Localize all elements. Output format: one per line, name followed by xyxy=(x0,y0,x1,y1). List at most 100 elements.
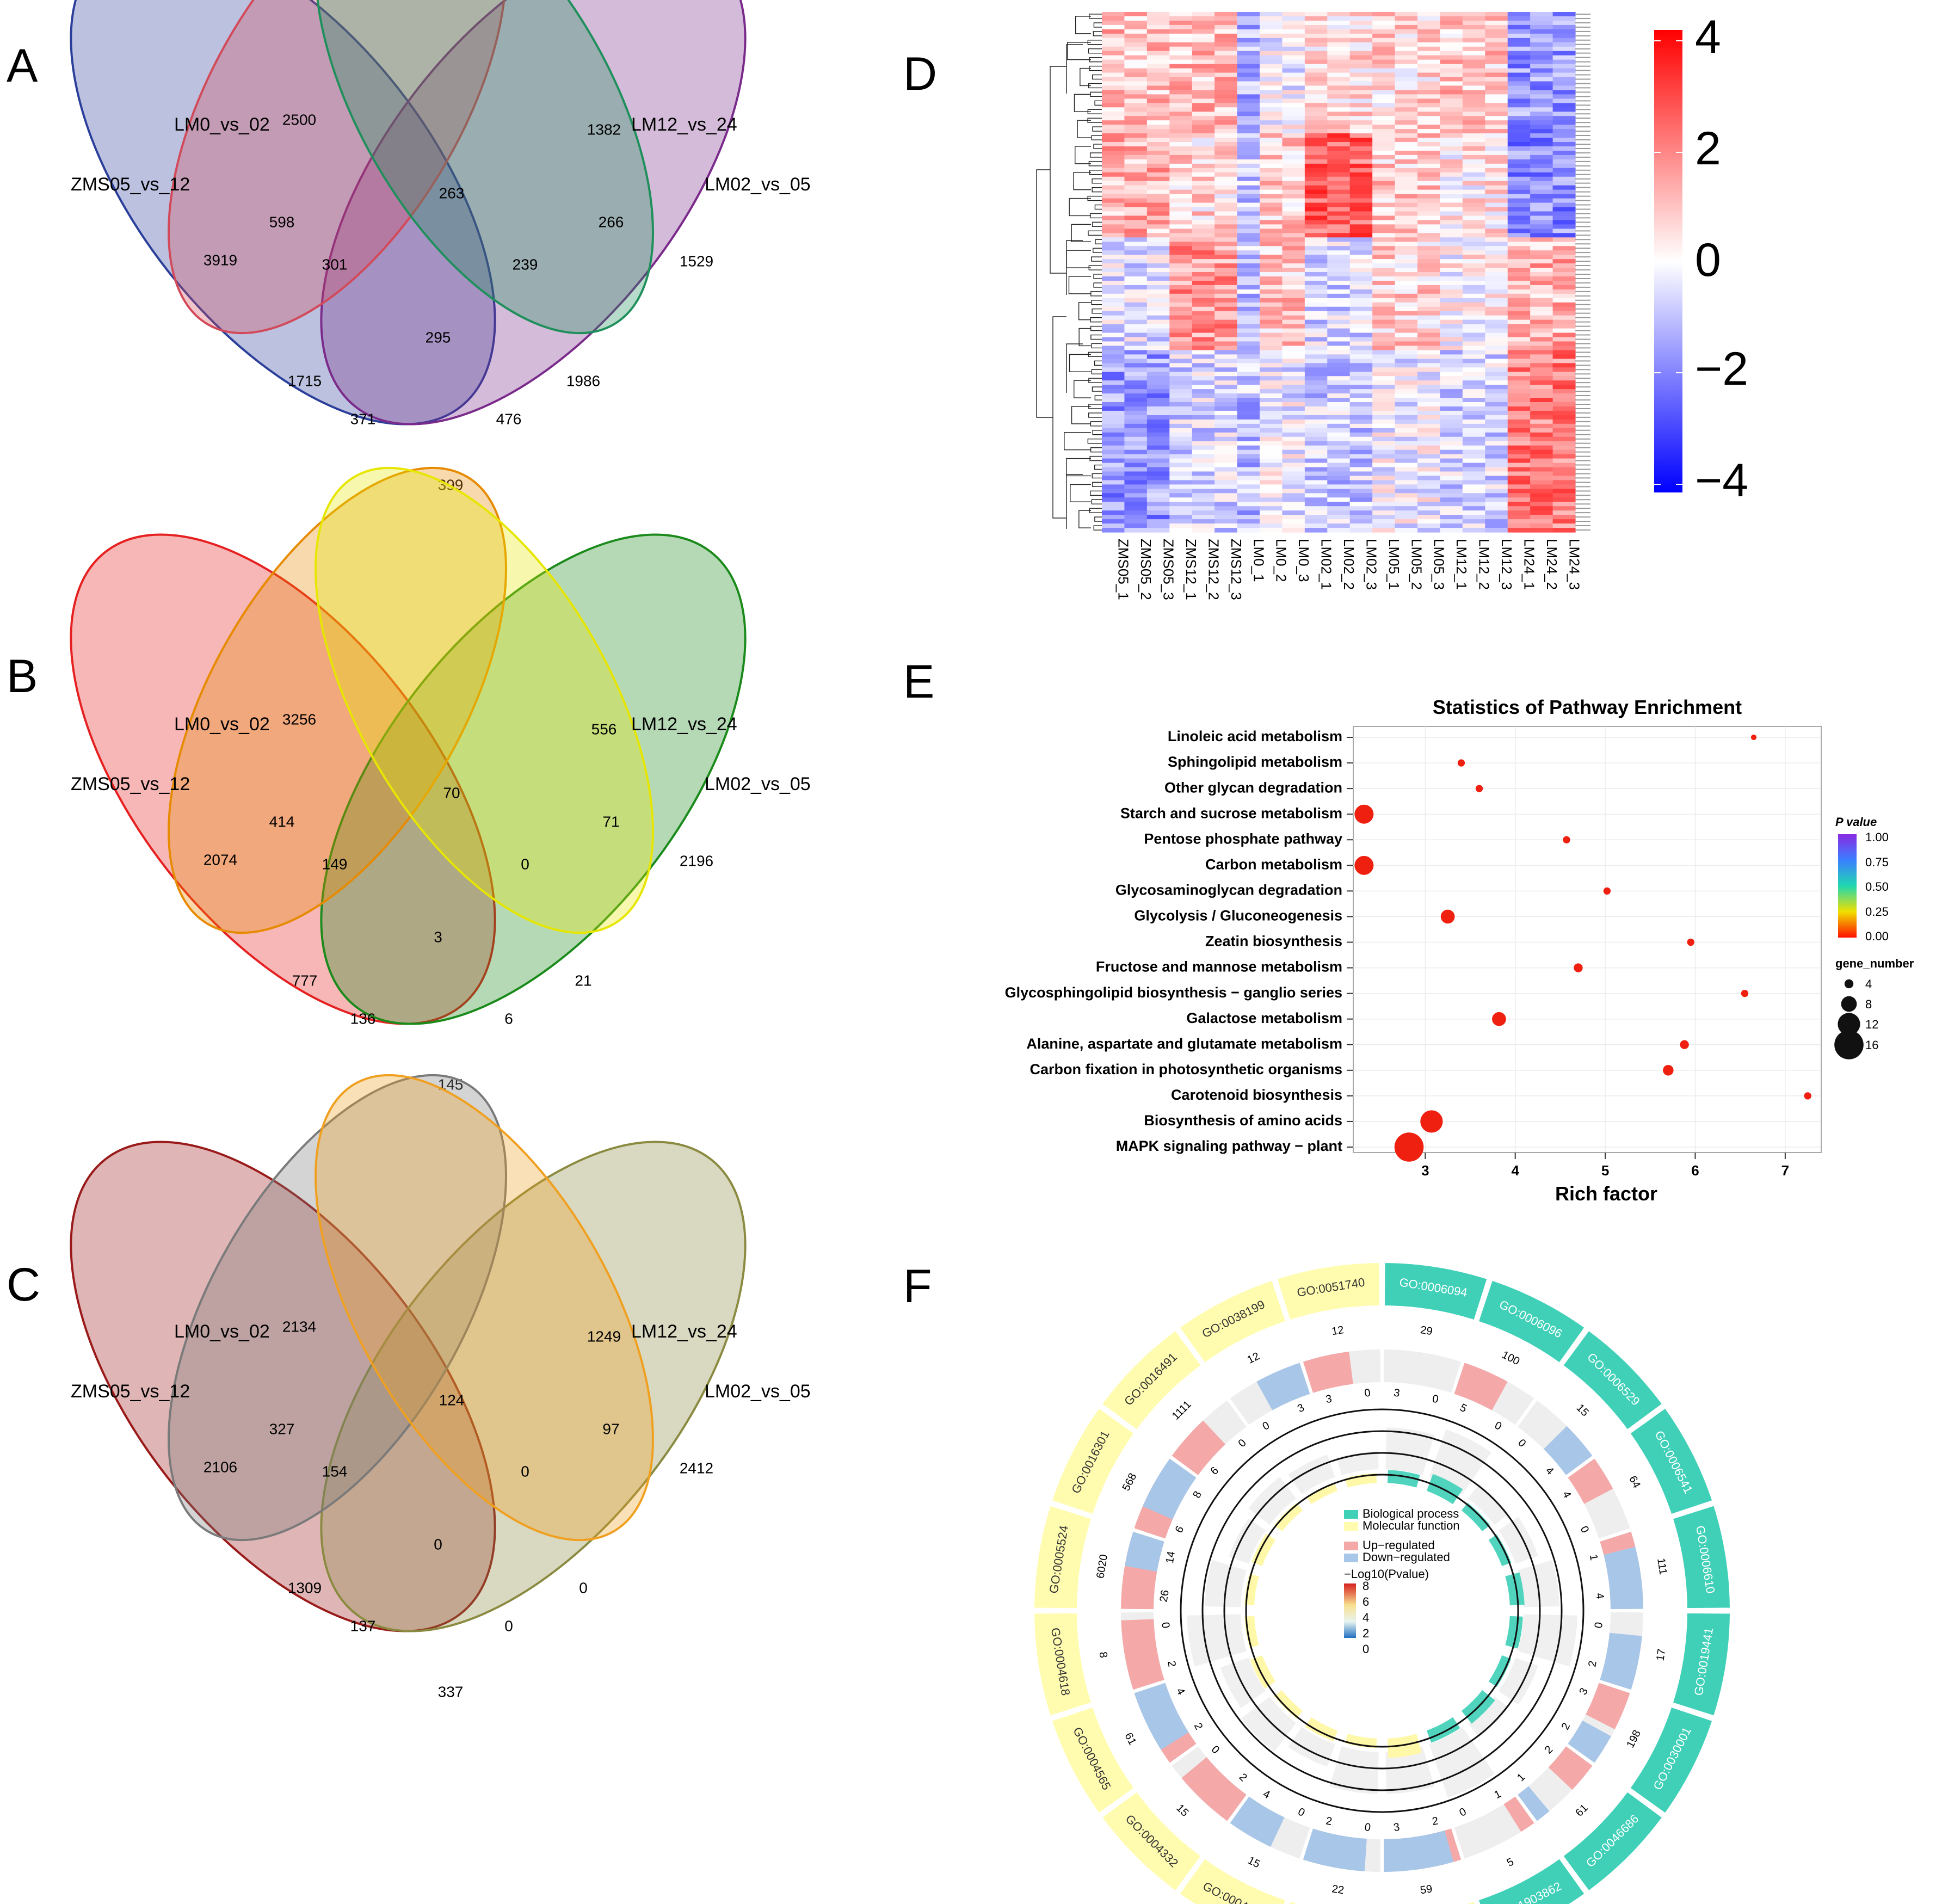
heatmap-cell xyxy=(1102,229,1125,233)
heatmap-cell xyxy=(1214,289,1238,294)
heatmap-cell xyxy=(1327,298,1351,303)
heatmap-cell xyxy=(1192,55,1215,60)
heatmap-cell xyxy=(1282,519,1305,524)
heatmap-cell xyxy=(1440,33,1463,39)
heatmap-cell xyxy=(1146,163,1170,169)
heatmap-cell xyxy=(1395,229,1418,233)
heatmap-cell xyxy=(1146,341,1170,347)
heatmap-cell xyxy=(1417,146,1441,151)
up-count: 3 xyxy=(1577,1686,1590,1697)
heatmap-cell xyxy=(1146,246,1170,251)
heatmap-cell xyxy=(1395,220,1418,225)
heatmap-cell xyxy=(1485,51,1508,56)
heatmap-cell xyxy=(1237,215,1260,220)
heatmap-cell xyxy=(1304,415,1328,420)
heatmap-cell xyxy=(1417,229,1441,233)
heatmap-cell xyxy=(1169,211,1193,217)
go-term-total: 100 xyxy=(1500,1349,1522,1368)
heatmap-cell xyxy=(1349,142,1373,147)
heatmap-cell xyxy=(1192,406,1215,411)
go-term-segment xyxy=(1672,1505,1731,1610)
heatmap-cell xyxy=(1530,125,1553,130)
heatmap-cell xyxy=(1304,90,1328,95)
heatmap-cell xyxy=(1530,324,1553,329)
heatmap-cell xyxy=(1395,68,1418,73)
heatmap-cell xyxy=(1395,502,1418,507)
heatmap-cell xyxy=(1372,176,1396,182)
heatmap-cell xyxy=(1124,72,1148,78)
heatmap-cell xyxy=(1552,467,1576,472)
heatmap-cell xyxy=(1237,207,1260,212)
heatmap-cell xyxy=(1372,24,1396,30)
heatmap-cell xyxy=(1260,107,1283,112)
heatmap-cell xyxy=(1552,458,1576,464)
heatmap-cell xyxy=(1507,306,1531,312)
heatmap-cell xyxy=(1395,155,1418,160)
venn-region-count: 21 xyxy=(575,972,591,989)
up-count: 2 xyxy=(1192,1721,1205,1732)
heatmap-cell xyxy=(1327,112,1351,116)
pvalue-bg xyxy=(1248,1477,1297,1525)
heatmap-cell xyxy=(1440,24,1463,30)
heatmap-cell xyxy=(1192,372,1215,377)
go-term-segment xyxy=(1288,1900,1302,1904)
heatmap-cell xyxy=(1507,211,1531,217)
down-regulated-bar xyxy=(1125,1531,1164,1572)
heatmap-cell xyxy=(1349,497,1373,502)
heatmap-cell xyxy=(1440,185,1463,190)
heatmap-cell xyxy=(1102,207,1125,212)
heatmap-cell xyxy=(1552,354,1576,359)
heatmap-cell xyxy=(1327,85,1351,90)
heatmap-cell xyxy=(1304,515,1328,520)
heatmap-cell xyxy=(1260,242,1283,247)
heatmap-cell xyxy=(1372,85,1396,90)
heatmap-cell xyxy=(1327,138,1351,143)
heatmap-cell xyxy=(1192,112,1215,116)
heatmap-cell xyxy=(1552,385,1576,390)
heatmap-cell xyxy=(1440,363,1463,368)
heatmap-cell xyxy=(1462,72,1485,78)
heatmap-cell xyxy=(1124,276,1148,281)
heatmap-cell xyxy=(1530,528,1553,533)
heatmap-cell xyxy=(1192,458,1215,464)
heatmap-cell xyxy=(1462,107,1485,112)
heatmap-cell xyxy=(1102,59,1125,65)
heatmap-cell xyxy=(1260,68,1283,73)
go-term-total: 61 xyxy=(1574,1802,1590,1819)
heatmap-cell xyxy=(1552,363,1576,368)
heatmap-cell xyxy=(1146,150,1170,156)
heatmap-cell xyxy=(1237,42,1260,47)
heatmap-cell xyxy=(1192,85,1215,90)
venn-region-count: 2196 xyxy=(680,852,713,869)
heatmap-cell xyxy=(1530,138,1553,143)
heatmap-cell xyxy=(1169,319,1193,325)
heatmap-cell xyxy=(1462,163,1485,169)
heatmap-cell xyxy=(1102,125,1125,130)
heatmap-cell xyxy=(1124,112,1148,116)
heatmap-cell xyxy=(1349,189,1373,195)
heatmap-cell xyxy=(1169,233,1193,238)
heatmap-cell xyxy=(1124,428,1148,433)
heatmap-cell xyxy=(1530,72,1553,78)
heatmap-cell xyxy=(1440,311,1463,316)
heatmap-cell xyxy=(1440,476,1463,480)
legend-swatch xyxy=(1344,1510,1358,1519)
up-count: 0 xyxy=(1296,1806,1307,1819)
heatmap-cell xyxy=(1462,480,1485,485)
heatmap-cell xyxy=(1507,523,1531,528)
heatmap-cell xyxy=(1102,489,1125,494)
heatmap-cell xyxy=(1530,215,1553,220)
heatmap-cell xyxy=(1462,172,1485,177)
heatmap-cell xyxy=(1417,198,1441,204)
heatmap-cell xyxy=(1372,398,1396,403)
heatmap-cell xyxy=(1282,12,1305,17)
heatmap-cell xyxy=(1485,224,1508,229)
heatmap-cell xyxy=(1440,406,1463,411)
heatmap-cell xyxy=(1417,16,1441,21)
pvalue-bar xyxy=(1505,1572,1525,1606)
heatmap-cell xyxy=(1282,202,1305,208)
heatmap-cell xyxy=(1260,29,1283,34)
heatmap-cell xyxy=(1440,497,1463,502)
heatmap-cell xyxy=(1282,484,1305,489)
heatmap-cell xyxy=(1552,519,1576,524)
